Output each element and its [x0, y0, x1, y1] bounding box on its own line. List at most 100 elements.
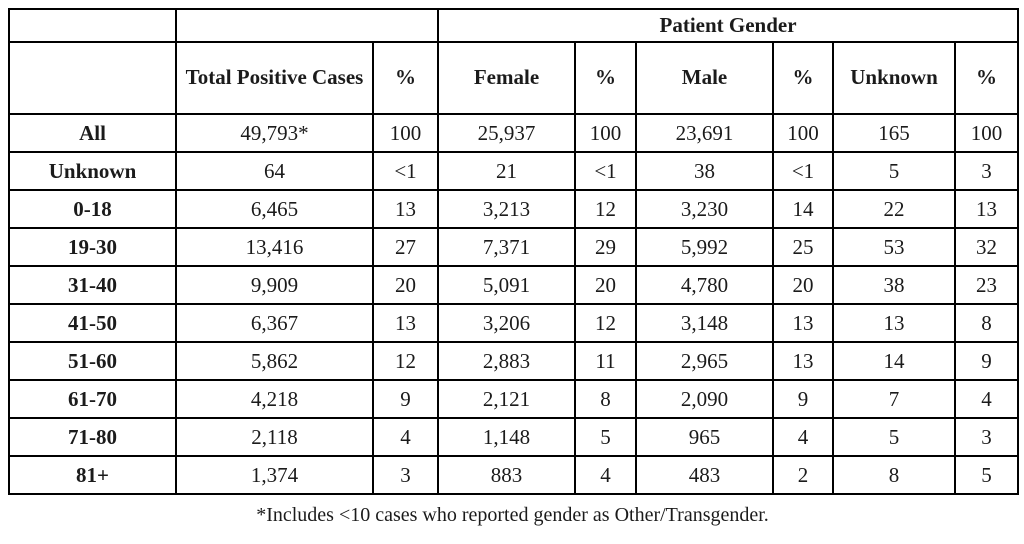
table-cell: 29: [574, 227, 637, 267]
table-cell: 11: [574, 341, 637, 381]
table-row-51-60: 51-60 5,862 12 2,883 11 2,965 13 14 9: [8, 341, 1020, 381]
table-cell: <1: [574, 151, 637, 191]
table-cell: 5: [574, 417, 637, 457]
table-cell: 4: [372, 417, 439, 457]
table-cell: 9: [772, 379, 834, 419]
table-cell: 49,793*: [175, 113, 374, 153]
corner-cell: [8, 8, 177, 43]
table-cell: 9: [372, 379, 439, 419]
table-cell: 20: [574, 265, 637, 305]
table-cell: 13,416: [175, 227, 374, 267]
table-cell: 14: [772, 189, 834, 229]
table-cell: 883: [437, 455, 576, 495]
col-header-total-positive-cases: Total Positive Cases: [175, 41, 374, 115]
table-cell: 5,992: [635, 227, 774, 267]
table-cell: 13: [953, 189, 1020, 229]
table-row-unknown: Unknown 64 <1 21 <1 38 <1 5 3: [8, 151, 1020, 191]
row-header: 41-50: [8, 303, 177, 343]
patient-gender-group-header: Patient Gender: [436, 8, 1020, 43]
table-cell: 2,883: [437, 341, 576, 381]
table-cell: <1: [372, 151, 439, 191]
table-cell: 3,213: [437, 189, 576, 229]
table-cell: 5,862: [175, 341, 374, 381]
table-cell: 100: [372, 113, 439, 153]
table-row-31-40: 31-40 9,909 20 5,091 20 4,780 20 38 23: [8, 265, 1020, 305]
table-cell: 965: [635, 417, 774, 457]
table-cell: 12: [372, 341, 439, 381]
table-cell: 3: [953, 151, 1020, 191]
table-cell: 8: [953, 303, 1020, 343]
col-header-unknown-pct: %: [953, 41, 1020, 115]
row-header: 0-18: [8, 189, 177, 229]
row-header: 51-60: [8, 341, 177, 381]
table-cell: 4,218: [175, 379, 374, 419]
table-cell: 20: [372, 265, 439, 305]
table-cell: 13: [772, 303, 834, 343]
table-cell: <1: [772, 151, 834, 191]
table-cell: 2,090: [635, 379, 774, 419]
table-cell: 20: [772, 265, 834, 305]
table-cell: 13: [372, 189, 439, 229]
table-cell: 27: [372, 227, 439, 267]
table-cell: 483: [635, 455, 774, 495]
col-header-unknown: Unknown: [832, 41, 956, 115]
table-row-61-70: 61-70 4,218 9 2,121 8 2,090 9 7 4: [8, 379, 1020, 419]
col-header-female: Female: [437, 41, 576, 115]
table-cell: 5: [953, 455, 1020, 495]
table-cell: 22: [832, 189, 956, 229]
column-header-row: Total Positive Cases % Female % Male % U…: [8, 41, 1020, 115]
table-cell: 1,374: [175, 455, 374, 495]
table-cell: 100: [574, 113, 637, 153]
table-row-41-50: 41-50 6,367 13 3,206 12 3,148 13 13 8: [8, 303, 1020, 343]
table-cell: 23,691: [635, 113, 774, 153]
col-header-female-pct: %: [574, 41, 637, 115]
table-cell: 3,148: [635, 303, 774, 343]
row-header: 31-40: [8, 265, 177, 305]
table-cell: 3: [953, 417, 1020, 457]
table-cell: 100: [953, 113, 1020, 153]
table-cell: 32: [953, 227, 1020, 267]
footnote: *Includes <10 cases who reported gender …: [256, 504, 769, 526]
table-cell: 2,118: [175, 417, 374, 457]
table-cell: 23: [953, 265, 1020, 305]
table-cell: 12: [574, 189, 637, 229]
col-header-male: Male: [635, 41, 774, 115]
row-header: 81+: [8, 455, 177, 495]
table-cell: 14: [832, 341, 956, 381]
table-cell: 13: [772, 341, 834, 381]
row-header: Unknown: [8, 151, 177, 191]
table-cell: 53: [832, 227, 956, 267]
patient-gender-table: Patient Gender Total Positive Cases % Fe…: [8, 8, 1020, 495]
table-row-19-30: 19-30 13,416 27 7,371 29 5,992 25 53 32: [8, 227, 1020, 267]
table-cell: 1,148: [437, 417, 576, 457]
col-header-male-pct: %: [772, 41, 834, 115]
table-row-0-18: 0-18 6,465 13 3,213 12 3,230 14 22 13: [8, 189, 1020, 229]
table-cell: 2,965: [635, 341, 774, 381]
table-cell: 12: [574, 303, 637, 343]
table-cell: 100: [772, 113, 834, 153]
row-header: All: [8, 113, 177, 153]
table-cell: 3: [372, 455, 439, 495]
table-row-all: All 49,793* 100 25,937 100 23,691 100 16…: [8, 113, 1020, 153]
table-row-71-80: 71-80 2,118 4 1,148 5 965 4 5 3: [8, 417, 1020, 457]
table-cell: 21: [437, 151, 576, 191]
row-header: 61-70: [8, 379, 177, 419]
table-cell: 9,909: [175, 265, 374, 305]
table-cell: 3,230: [635, 189, 774, 229]
table-cell: 4: [574, 455, 637, 495]
table-cell: 6,367: [175, 303, 374, 343]
table-cell: 8: [832, 455, 956, 495]
table-cell: 2: [772, 455, 834, 495]
table-row-81plus: 81+ 1,374 3 883 4 483 2 8 5: [8, 455, 1020, 495]
table-cell: 165: [832, 113, 956, 153]
table-cell: 7: [832, 379, 956, 419]
table-cell: 2,121: [437, 379, 576, 419]
table-cell: 4: [772, 417, 834, 457]
table-cell: 13: [832, 303, 956, 343]
group-header-row: Patient Gender: [8, 8, 1020, 43]
table-cell: 5: [832, 151, 956, 191]
table-cell: 38: [832, 265, 956, 305]
table-cell: 8: [574, 379, 637, 419]
col-header-total-pct: %: [372, 41, 439, 115]
